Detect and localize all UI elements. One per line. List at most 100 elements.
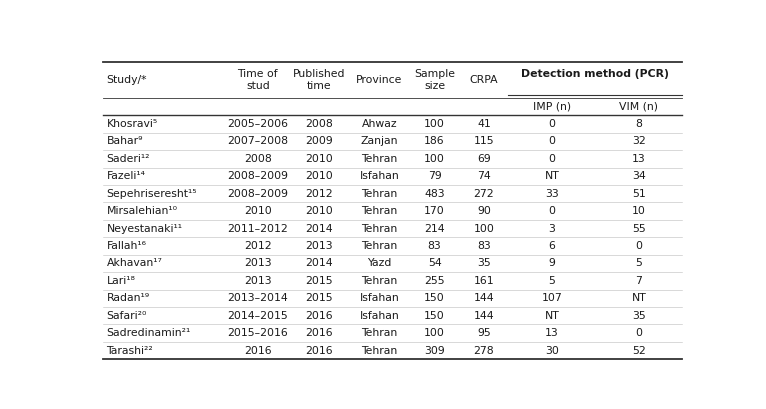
Text: 2014: 2014 xyxy=(305,258,332,268)
Text: 2010: 2010 xyxy=(305,206,332,216)
Text: 51: 51 xyxy=(632,189,646,199)
Text: 83: 83 xyxy=(427,241,441,251)
Text: 32: 32 xyxy=(632,136,646,146)
Text: 5: 5 xyxy=(548,276,555,286)
Text: NT: NT xyxy=(631,293,647,303)
Text: NT: NT xyxy=(545,171,559,181)
Text: 30: 30 xyxy=(545,346,559,355)
Text: 255: 255 xyxy=(424,276,445,286)
Text: 2013–2014: 2013–2014 xyxy=(228,293,288,303)
Text: 41: 41 xyxy=(477,119,491,129)
Text: 2010: 2010 xyxy=(244,206,272,216)
Text: 79: 79 xyxy=(427,171,441,181)
Text: 214: 214 xyxy=(424,224,445,234)
Text: 2009: 2009 xyxy=(305,136,332,146)
Text: 100: 100 xyxy=(424,119,445,129)
Text: Fallah¹⁶: Fallah¹⁶ xyxy=(106,241,146,251)
Text: 90: 90 xyxy=(477,206,491,216)
Text: 2012: 2012 xyxy=(244,241,272,251)
Text: 170: 170 xyxy=(424,206,445,216)
Text: 34: 34 xyxy=(632,171,646,181)
Text: Tehran: Tehran xyxy=(362,154,398,164)
Text: Akhavan¹⁷: Akhavan¹⁷ xyxy=(106,258,162,268)
Text: 2016: 2016 xyxy=(244,346,272,355)
Text: Province: Province xyxy=(356,75,403,85)
Text: Sample
size: Sample size xyxy=(414,69,455,90)
Text: 35: 35 xyxy=(477,258,491,268)
Text: 150: 150 xyxy=(424,311,445,321)
Text: 10: 10 xyxy=(632,206,646,216)
Text: 2013: 2013 xyxy=(244,258,272,268)
Text: 0: 0 xyxy=(635,241,643,251)
Text: Saderi¹²: Saderi¹² xyxy=(106,154,150,164)
Text: Tarashi²²: Tarashi²² xyxy=(106,346,153,355)
Text: Sadredinamin²¹: Sadredinamin²¹ xyxy=(106,328,191,338)
Text: 2013: 2013 xyxy=(305,241,332,251)
Text: 9: 9 xyxy=(548,258,555,268)
Text: Detection method (PCR): Detection method (PCR) xyxy=(522,69,669,79)
Text: 2008: 2008 xyxy=(305,119,332,129)
Text: 2012: 2012 xyxy=(305,189,332,199)
Text: 54: 54 xyxy=(427,258,441,268)
Text: 107: 107 xyxy=(542,293,562,303)
Text: 309: 309 xyxy=(424,346,445,355)
Text: 278: 278 xyxy=(473,346,494,355)
Text: Time of
stud: Time of stud xyxy=(237,69,278,90)
Text: 2016: 2016 xyxy=(305,311,332,321)
Text: 8: 8 xyxy=(635,119,642,129)
Text: 5: 5 xyxy=(635,258,642,268)
Text: 13: 13 xyxy=(632,154,646,164)
Text: 0: 0 xyxy=(548,206,555,216)
Text: 2008–2009: 2008–2009 xyxy=(228,171,288,181)
Text: 2005–2006: 2005–2006 xyxy=(228,119,288,129)
Text: Tehran: Tehran xyxy=(362,276,398,286)
Text: 2013: 2013 xyxy=(244,276,272,286)
Text: 144: 144 xyxy=(473,293,494,303)
Text: 144: 144 xyxy=(473,311,494,321)
Text: 2008–2009: 2008–2009 xyxy=(228,189,288,199)
Text: Ahwaz: Ahwaz xyxy=(362,119,398,129)
Text: 2016: 2016 xyxy=(305,328,332,338)
Text: 33: 33 xyxy=(545,189,558,199)
Text: 2010: 2010 xyxy=(305,171,332,181)
Text: Published
time: Published time xyxy=(293,69,345,90)
Text: 55: 55 xyxy=(632,224,646,234)
Text: 272: 272 xyxy=(473,189,494,199)
Text: 52: 52 xyxy=(632,346,646,355)
Text: 2016: 2016 xyxy=(305,346,332,355)
Text: 0: 0 xyxy=(548,136,555,146)
Text: Neyestanaki¹¹: Neyestanaki¹¹ xyxy=(106,224,182,234)
Text: 2014: 2014 xyxy=(305,224,332,234)
Text: Tehran: Tehran xyxy=(362,328,398,338)
Text: Yazd: Yazd xyxy=(368,258,391,268)
Text: 2007–2008: 2007–2008 xyxy=(228,136,288,146)
Text: 13: 13 xyxy=(545,328,558,338)
Text: 2015: 2015 xyxy=(305,276,332,286)
Text: Isfahan: Isfahan xyxy=(360,171,399,181)
Text: Radan¹⁹: Radan¹⁹ xyxy=(106,293,149,303)
Text: Isfahan: Isfahan xyxy=(360,293,399,303)
Text: Sepehriseresht¹⁵: Sepehriseresht¹⁵ xyxy=(106,189,197,199)
Text: 95: 95 xyxy=(477,328,491,338)
Text: 0: 0 xyxy=(635,328,643,338)
Text: 186: 186 xyxy=(424,136,445,146)
Text: Tehran: Tehran xyxy=(362,189,398,199)
Text: Tehran: Tehran xyxy=(362,346,398,355)
Text: IMP (n): IMP (n) xyxy=(533,101,571,112)
Text: 2014–2015: 2014–2015 xyxy=(228,311,288,321)
Text: 6: 6 xyxy=(548,241,555,251)
Text: VIM (n): VIM (n) xyxy=(620,101,658,112)
Text: Tehran: Tehran xyxy=(362,224,398,234)
Text: NT: NT xyxy=(545,311,559,321)
Text: 69: 69 xyxy=(477,154,491,164)
Text: Mirsalehian¹⁰: Mirsalehian¹⁰ xyxy=(106,206,178,216)
Text: Tehran: Tehran xyxy=(362,206,398,216)
Text: 0: 0 xyxy=(548,119,555,129)
Text: 161: 161 xyxy=(473,276,494,286)
Text: 83: 83 xyxy=(477,241,491,251)
Text: 2015: 2015 xyxy=(305,293,332,303)
Text: 0: 0 xyxy=(548,154,555,164)
Text: 150: 150 xyxy=(424,293,445,303)
Text: Study/*: Study/* xyxy=(106,75,147,85)
Text: Lari¹⁸: Lari¹⁸ xyxy=(106,276,136,286)
